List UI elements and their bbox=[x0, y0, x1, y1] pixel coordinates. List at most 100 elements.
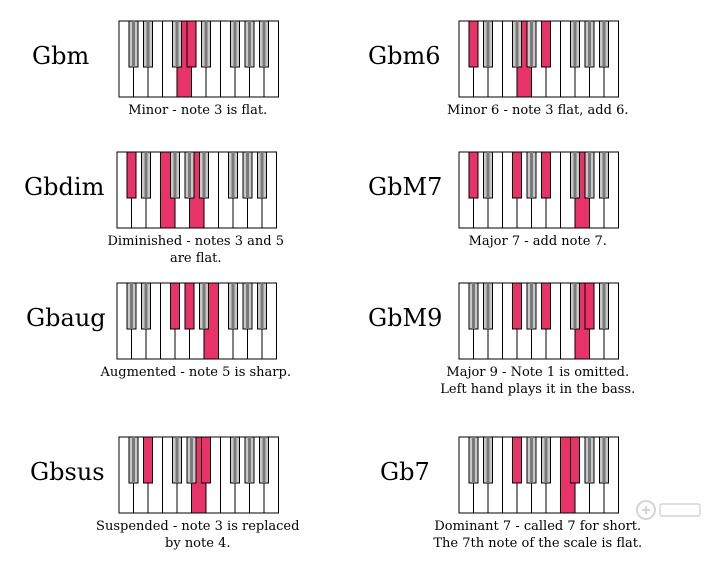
caption-line: Major 9 - Note 1 is omitted. bbox=[446, 365, 630, 380]
black-key-highlighted bbox=[512, 436, 522, 484]
black-key bbox=[242, 282, 253, 330]
black-key bbox=[186, 436, 197, 484]
black-key bbox=[512, 20, 522, 68]
caption-line: Minor - note 3 is flat. bbox=[128, 103, 268, 118]
black-key bbox=[172, 436, 182, 484]
chord-caption: Minor - note 3 is flat. bbox=[88, 102, 308, 119]
black-key bbox=[126, 282, 137, 330]
black-key bbox=[483, 20, 493, 68]
black-key-highlighted bbox=[512, 282, 522, 330]
black-key-highlighted bbox=[184, 282, 195, 330]
black-key bbox=[570, 282, 580, 330]
chord-name: Gbaug bbox=[26, 304, 106, 332]
black-key bbox=[570, 20, 580, 68]
black-key bbox=[228, 282, 238, 330]
black-key bbox=[257, 282, 267, 330]
chord-gbsus: Gbsus Suspended - note 3 is replaced by no… bbox=[30, 436, 330, 566]
black-key bbox=[584, 20, 595, 68]
caption-line: Left hand plays it in the bass. bbox=[440, 382, 636, 397]
chord-name: GbM9 bbox=[368, 304, 443, 332]
watermark-logo-icon bbox=[636, 500, 701, 520]
black-key bbox=[599, 436, 609, 484]
black-key-highlighted bbox=[541, 151, 551, 199]
black-key bbox=[184, 151, 195, 199]
chord-gb7: Gb7 Dominant 7 - called 7 for short. The 7… bbox=[380, 436, 680, 566]
piano-keyboard bbox=[458, 20, 619, 98]
chord-caption: Augmented - note 5 is sharp. bbox=[86, 364, 306, 381]
black-key bbox=[199, 151, 209, 199]
black-key bbox=[230, 436, 240, 484]
piano-keyboard bbox=[118, 436, 279, 514]
black-key bbox=[259, 20, 269, 68]
black-key bbox=[483, 282, 493, 330]
black-key-highlighted bbox=[584, 282, 595, 330]
chord-caption: Minor 6 - note 3 flat, add 6. bbox=[428, 102, 648, 119]
caption-line: Minor 6 - note 3 flat, add 6. bbox=[447, 103, 629, 118]
black-key bbox=[468, 282, 479, 330]
chord-name: Gbsus bbox=[30, 458, 105, 486]
black-key-highlighted bbox=[468, 151, 479, 199]
caption-line: Major 7 - add note 7. bbox=[468, 234, 607, 249]
black-key bbox=[230, 20, 240, 68]
piano-keyboard bbox=[116, 282, 277, 360]
black-key bbox=[526, 20, 537, 68]
black-key bbox=[259, 436, 269, 484]
black-key bbox=[483, 151, 493, 199]
black-key bbox=[143, 20, 153, 68]
black-key-highlighted bbox=[512, 151, 522, 199]
chord-gbm6: Gbm6 Minor 6 - note 3 flat, add 6. bbox=[368, 20, 668, 150]
black-key bbox=[526, 436, 537, 484]
piano-keyboard bbox=[458, 282, 619, 360]
chord-name: GbM7 bbox=[368, 173, 443, 201]
piano-keyboard bbox=[118, 20, 279, 98]
black-key bbox=[599, 151, 609, 199]
chord-gbaug: Gbaug Augmented - note 5 is sharp. bbox=[26, 282, 326, 412]
chord-gbm: Gbm Minor - note 3 is flat. bbox=[32, 20, 332, 150]
caption-line: are flat. bbox=[169, 251, 222, 266]
chord-name: Gbm6 bbox=[368, 42, 441, 70]
black-key-highlighted bbox=[143, 436, 153, 484]
black-key bbox=[584, 436, 595, 484]
black-key-highlighted bbox=[126, 151, 137, 199]
black-key bbox=[170, 151, 180, 199]
chord-caption: Suspended - note 3 is replaced by note 4. bbox=[88, 518, 308, 552]
black-key bbox=[526, 151, 537, 199]
caption-line: Suspended - note 3 is replaced bbox=[96, 519, 300, 534]
chord-gbm9: GbM9 Major 9 - Note 1 is omitted. Left han… bbox=[368, 282, 668, 412]
black-key-highlighted bbox=[541, 282, 551, 330]
black-key bbox=[570, 151, 580, 199]
black-key bbox=[599, 20, 609, 68]
black-key bbox=[128, 20, 139, 68]
black-key bbox=[541, 436, 551, 484]
caption-line: The 7th note of the scale is flat. bbox=[433, 536, 643, 551]
black-key bbox=[526, 282, 537, 330]
chord-name: Gbdim bbox=[24, 173, 105, 201]
piano-keyboard bbox=[458, 151, 619, 229]
black-key bbox=[172, 20, 182, 68]
black-key bbox=[199, 282, 209, 330]
black-key-highlighted bbox=[541, 20, 551, 68]
chord-name: Gb7 bbox=[380, 458, 430, 486]
chord-caption: Major 7 - add note 7. bbox=[428, 233, 648, 250]
piano-keyboard bbox=[116, 151, 277, 229]
caption-line: Augmented - note 5 is sharp. bbox=[100, 365, 291, 380]
chord-gbdim: Gbdim Diminished - notes 3 and 5 are flat. bbox=[24, 151, 324, 281]
black-key bbox=[141, 151, 151, 199]
black-key bbox=[599, 282, 609, 330]
chord-caption: Diminished - notes 3 and 5 are flat. bbox=[86, 233, 306, 267]
black-key bbox=[201, 20, 211, 68]
black-key bbox=[584, 151, 595, 199]
black-key bbox=[468, 436, 479, 484]
black-key bbox=[242, 151, 253, 199]
black-key bbox=[244, 436, 255, 484]
black-key bbox=[257, 151, 267, 199]
caption-line: Diminished - notes 3 and 5 bbox=[107, 234, 284, 249]
black-key-highlighted bbox=[170, 282, 180, 330]
black-key bbox=[244, 20, 255, 68]
chord-caption: Dominant 7 - called 7 for short. The 7th … bbox=[428, 518, 648, 552]
black-key bbox=[483, 436, 493, 484]
caption-line: by note 4. bbox=[165, 536, 231, 551]
black-key-highlighted bbox=[468, 20, 479, 68]
black-key bbox=[228, 151, 238, 199]
chord-gbm7: GbM7 Major 7 - add note 7. bbox=[368, 151, 668, 281]
